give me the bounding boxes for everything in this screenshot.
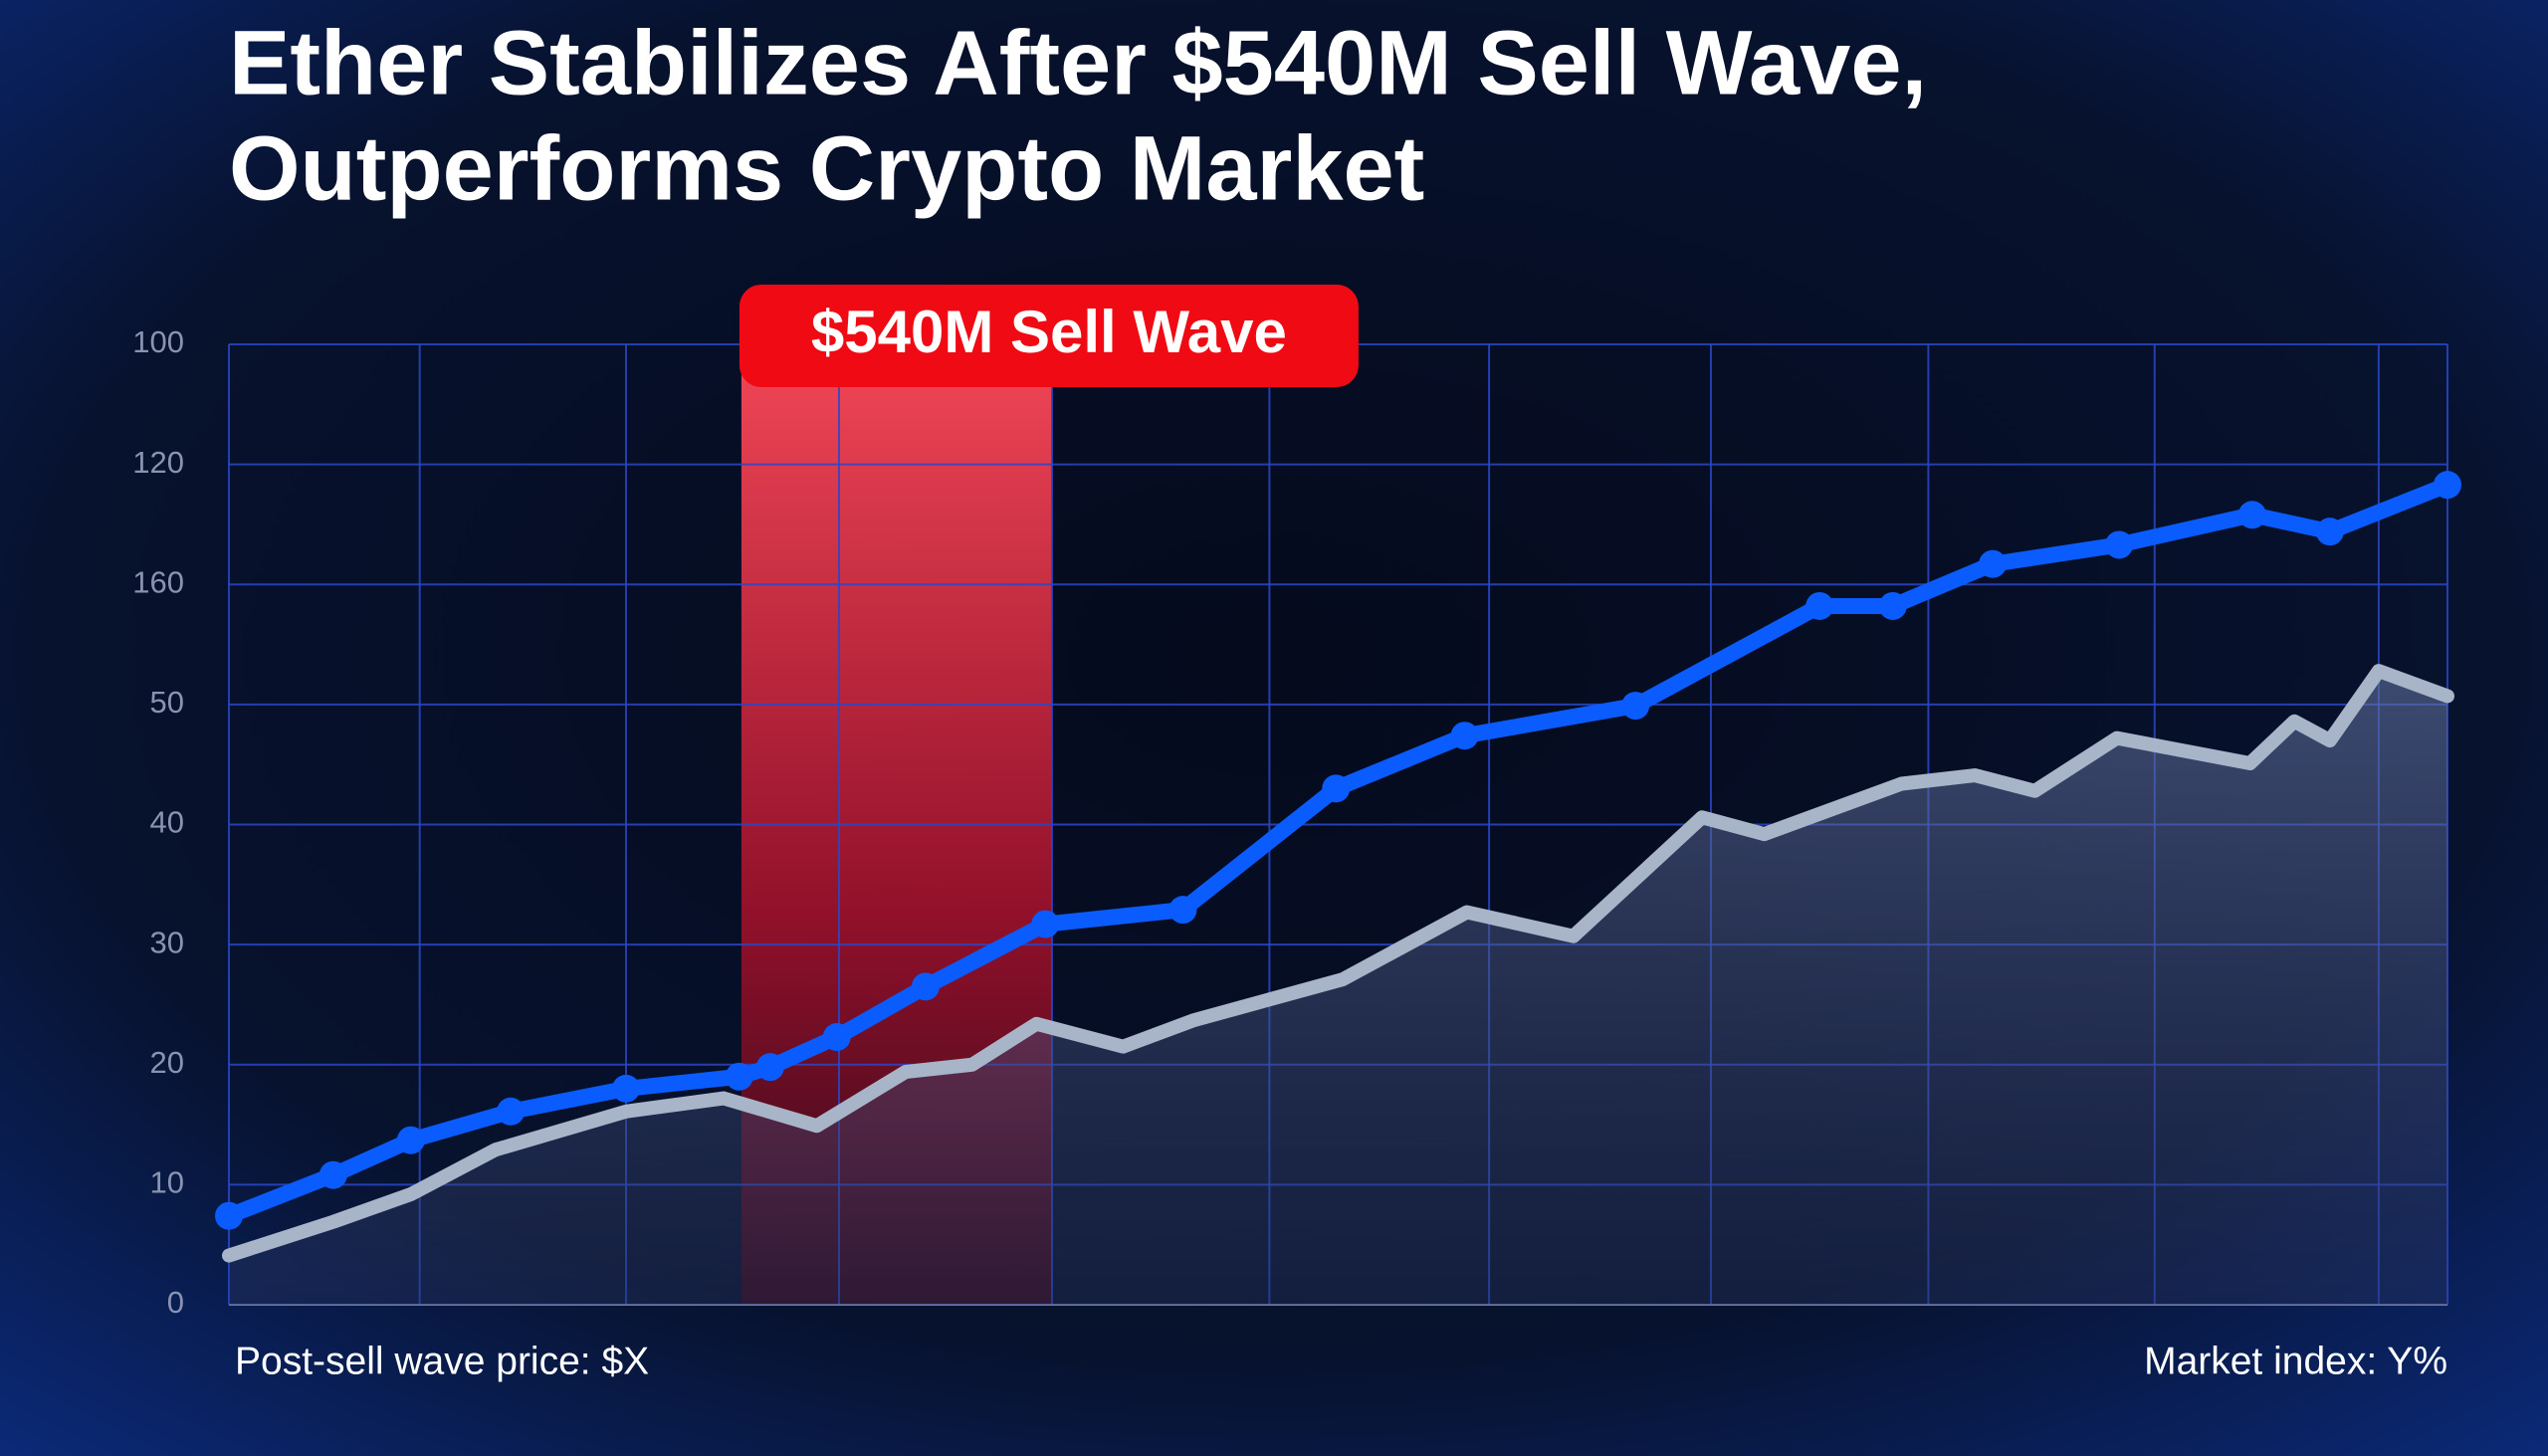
marker [318,1160,347,1189]
marker [1805,591,1834,620]
plot-area: 0 10 20 30 40 50 160 120 100 $540M Sell Wave [132,285,2461,1320]
marker [497,1097,526,1126]
marker [2237,501,2266,529]
y-tick-label: 10 [150,1165,184,1200]
marker [1031,910,1060,938]
annotation-label: $540M Sell Wave [811,299,1287,365]
annotation-box [739,285,1359,387]
y-tick-label: 160 [132,564,184,599]
marker [2105,530,2134,559]
marker [215,1201,243,1230]
y-tick-label: 40 [150,805,184,840]
marker [1322,774,1351,803]
marker [1878,591,1907,620]
marker [611,1074,640,1103]
marker [1621,692,1650,721]
y-tick-label: 120 [132,445,184,480]
footer-right: Market index: Y% [2144,1340,2447,1382]
chart-subtitle: Outperforms Crypto Market [229,117,1424,219]
marker [725,1062,753,1091]
footer-left: Post-sell wave price: $X [235,1340,649,1382]
marker [1979,549,2008,578]
marker [2315,518,2344,546]
chart-title: Ether Stabilizes After $540M Sell Wave, [229,12,1927,113]
marker [822,1023,851,1052]
marker [755,1053,784,1082]
marker [1168,896,1197,925]
line [222,664,2454,1263]
marker [1450,722,1479,750]
y-tick-label: 30 [150,925,184,959]
marker [396,1126,425,1154]
marker [911,972,940,1001]
y-tick-label: 20 [150,1045,184,1080]
y-tick-label: 0 [167,1285,184,1320]
y-tick-label: 50 [150,685,184,720]
y-tick-label: 100 [132,324,184,359]
marker [2434,471,2461,500]
